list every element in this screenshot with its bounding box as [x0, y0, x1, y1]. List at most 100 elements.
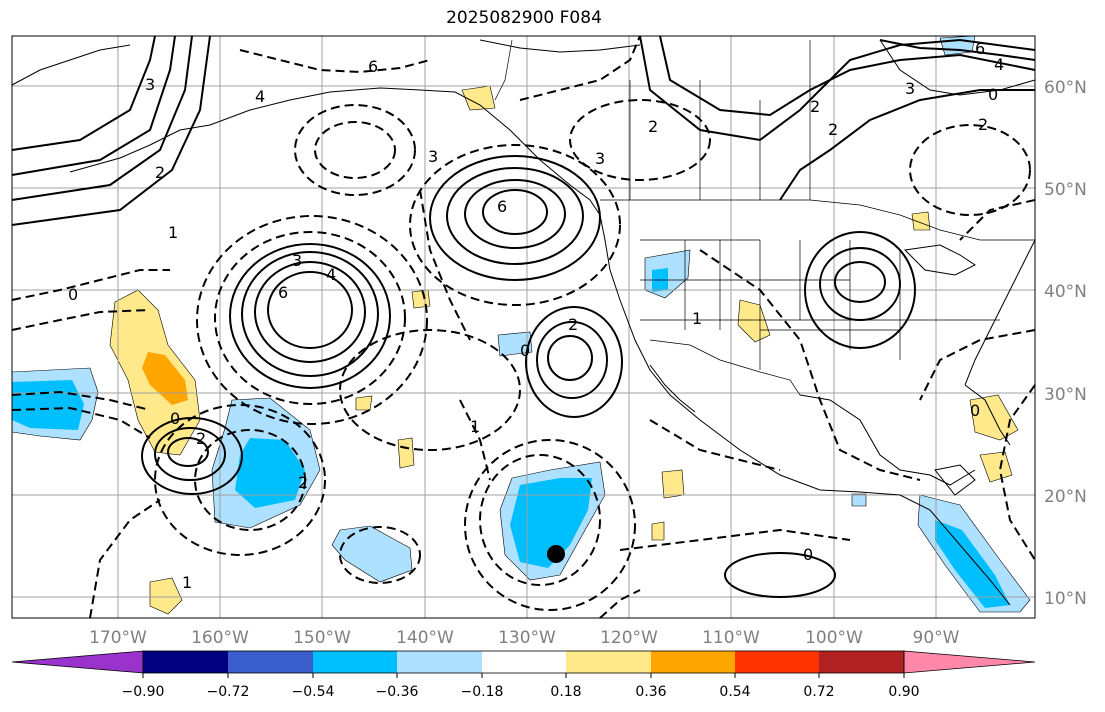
shade-region-weak-positive	[397, 437, 415, 469]
contour-label: 2	[978, 115, 988, 134]
dashed-contour-ring	[314, 121, 396, 179]
colorbar-segment	[313, 651, 397, 673]
colorbar-segment	[735, 651, 819, 673]
dashed-contour-line	[649, 419, 781, 471]
colorbar-segment	[397, 651, 482, 673]
longitude-labels: 170°W 160°W 150°W 140°W 130°W 120°W 110°…	[89, 628, 960, 648]
solid-contour-ring	[154, 427, 226, 481]
alaska-canada-border	[494, 39, 513, 101]
longitude-label: 120°W	[600, 628, 658, 648]
solid-contour-line	[779, 89, 1035, 201]
colorbar-tick-label: 0.36	[635, 684, 666, 700]
colorbar-extend-low	[11, 650, 144, 674]
contour-label: 2	[568, 315, 578, 334]
solid-contours	[11, 35, 1036, 598]
dashed-contour-ring	[464, 439, 636, 611]
longitude-label: 170°W	[89, 628, 147, 648]
dashed-contour-ring	[409, 144, 621, 306]
longitude-label: 130°W	[498, 628, 556, 648]
coastlines	[11, 39, 1036, 606]
dashed-contour-ring	[294, 104, 416, 196]
contour-label: 2	[648, 117, 658, 136]
shade-region-weak-positive	[979, 451, 1013, 483]
colorbar-ticks	[142, 673, 905, 678]
alaska-coastline	[149, 87, 601, 216]
great-lakes	[903, 244, 976, 276]
contour-label: 4	[994, 55, 1004, 74]
dashed-contour-ring	[214, 231, 406, 405]
contour-label: 0	[803, 545, 813, 564]
dashed-contour-line	[11, 269, 170, 301]
longitude-label: 110°W	[702, 628, 760, 648]
colorbar: −0.90 −0.72 −0.54 −0.36 −0.18 0.18 0.36 …	[11, 650, 1036, 700]
solid-contour-line	[11, 35, 156, 151]
storm-marker	[547, 545, 565, 563]
dashed-contour-ring	[339, 329, 521, 451]
dashed-contour-line	[699, 249, 921, 481]
shade-region-weak-negative	[331, 525, 413, 583]
contour-label: 6	[497, 197, 507, 216]
longitude-label: 160°W	[191, 628, 249, 648]
dashed-contour-line	[89, 499, 161, 619]
dashed-contour-line	[11, 390, 151, 411]
solid-contour-ring	[267, 271, 353, 349]
colorbar-tick-label: 0.90	[888, 684, 919, 700]
us-mexico-border	[649, 339, 801, 396]
shade-region-strong-negative	[12, 380, 84, 430]
colorbar-tick-label: 0.72	[803, 684, 834, 700]
solid-contour-ring	[536, 321, 608, 399]
contour-label: 2	[155, 163, 165, 182]
longitude-label: 100°W	[805, 628, 863, 648]
solid-contour-line	[659, 35, 1036, 117]
colorbar-tick-label: −0.90	[122, 684, 165, 700]
colorbar-tick-label: −0.72	[207, 684, 250, 700]
shade-region-weak-positive	[461, 85, 496, 111]
solid-contour-ring	[834, 261, 886, 303]
contour-label: 0	[988, 85, 998, 104]
colorbar-frame	[142, 650, 905, 674]
political-boundaries	[494, 39, 1035, 396]
latitude-label: 40°N	[1044, 282, 1087, 302]
dashed-contour-line	[11, 406, 151, 439]
us-state-grid	[640, 239, 1000, 370]
dashed-contour-ring	[569, 99, 711, 181]
solid-contour-ring	[804, 231, 916, 349]
us-east-coast	[964, 239, 1036, 386]
longitude-label: 140°W	[396, 628, 454, 648]
colorbar-segment	[651, 651, 735, 673]
contour-label: 0	[68, 285, 78, 304]
shade-region-weak-positive	[651, 521, 665, 541]
dashed-contour-ring	[909, 124, 1031, 216]
florida-peninsula	[964, 384, 1011, 446]
solid-contour-ring	[241, 251, 379, 377]
colorbar-tick-label: −0.36	[376, 684, 419, 700]
yucatan	[934, 464, 976, 496]
shade-region-weak-positive	[661, 469, 685, 499]
solid-contour-ring	[525, 306, 623, 418]
contour-label: 0	[970, 401, 980, 420]
contour-label: 6	[278, 283, 288, 302]
dashed-contour-line	[599, 589, 641, 619]
latitude-label: 10°N	[1044, 589, 1087, 609]
solid-contour-ring	[724, 552, 836, 598]
colorbar-extend-high	[903, 650, 1036, 674]
contour-label: 3	[595, 149, 605, 168]
shade-region-strong-negative	[510, 478, 592, 568]
colorbar-segment	[566, 651, 651, 673]
latitude-label: 30°N	[1044, 385, 1087, 405]
shade-region-strong-negative	[935, 520, 1010, 608]
contour-label: 0	[520, 341, 530, 360]
canada-province-lines	[629, 40, 811, 200]
solid-contour-ring	[254, 261, 366, 363]
solid-contour-ring	[819, 247, 901, 321]
contour-label: 6	[368, 57, 378, 76]
solid-contour-line	[879, 39, 1036, 61]
dashed-contour-line	[459, 399, 491, 481]
map-title: 2025082900 F084	[446, 8, 602, 28]
dashed-contour-ring	[196, 215, 428, 425]
map-frame	[11, 35, 1036, 619]
colorbar-segment	[819, 651, 904, 673]
dashed-contour-line	[11, 309, 151, 331]
shade-region-weak-positive	[737, 299, 771, 343]
shade-region-moderate-positive	[142, 352, 188, 405]
